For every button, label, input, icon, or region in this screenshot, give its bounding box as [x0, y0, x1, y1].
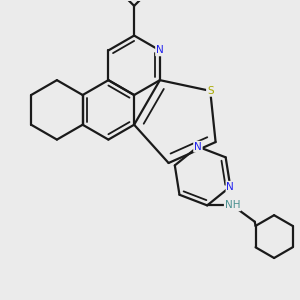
Text: N: N: [194, 142, 202, 152]
Text: N: N: [156, 45, 164, 56]
Text: NH: NH: [225, 200, 240, 210]
Text: N: N: [226, 182, 234, 192]
Text: S: S: [207, 86, 214, 96]
